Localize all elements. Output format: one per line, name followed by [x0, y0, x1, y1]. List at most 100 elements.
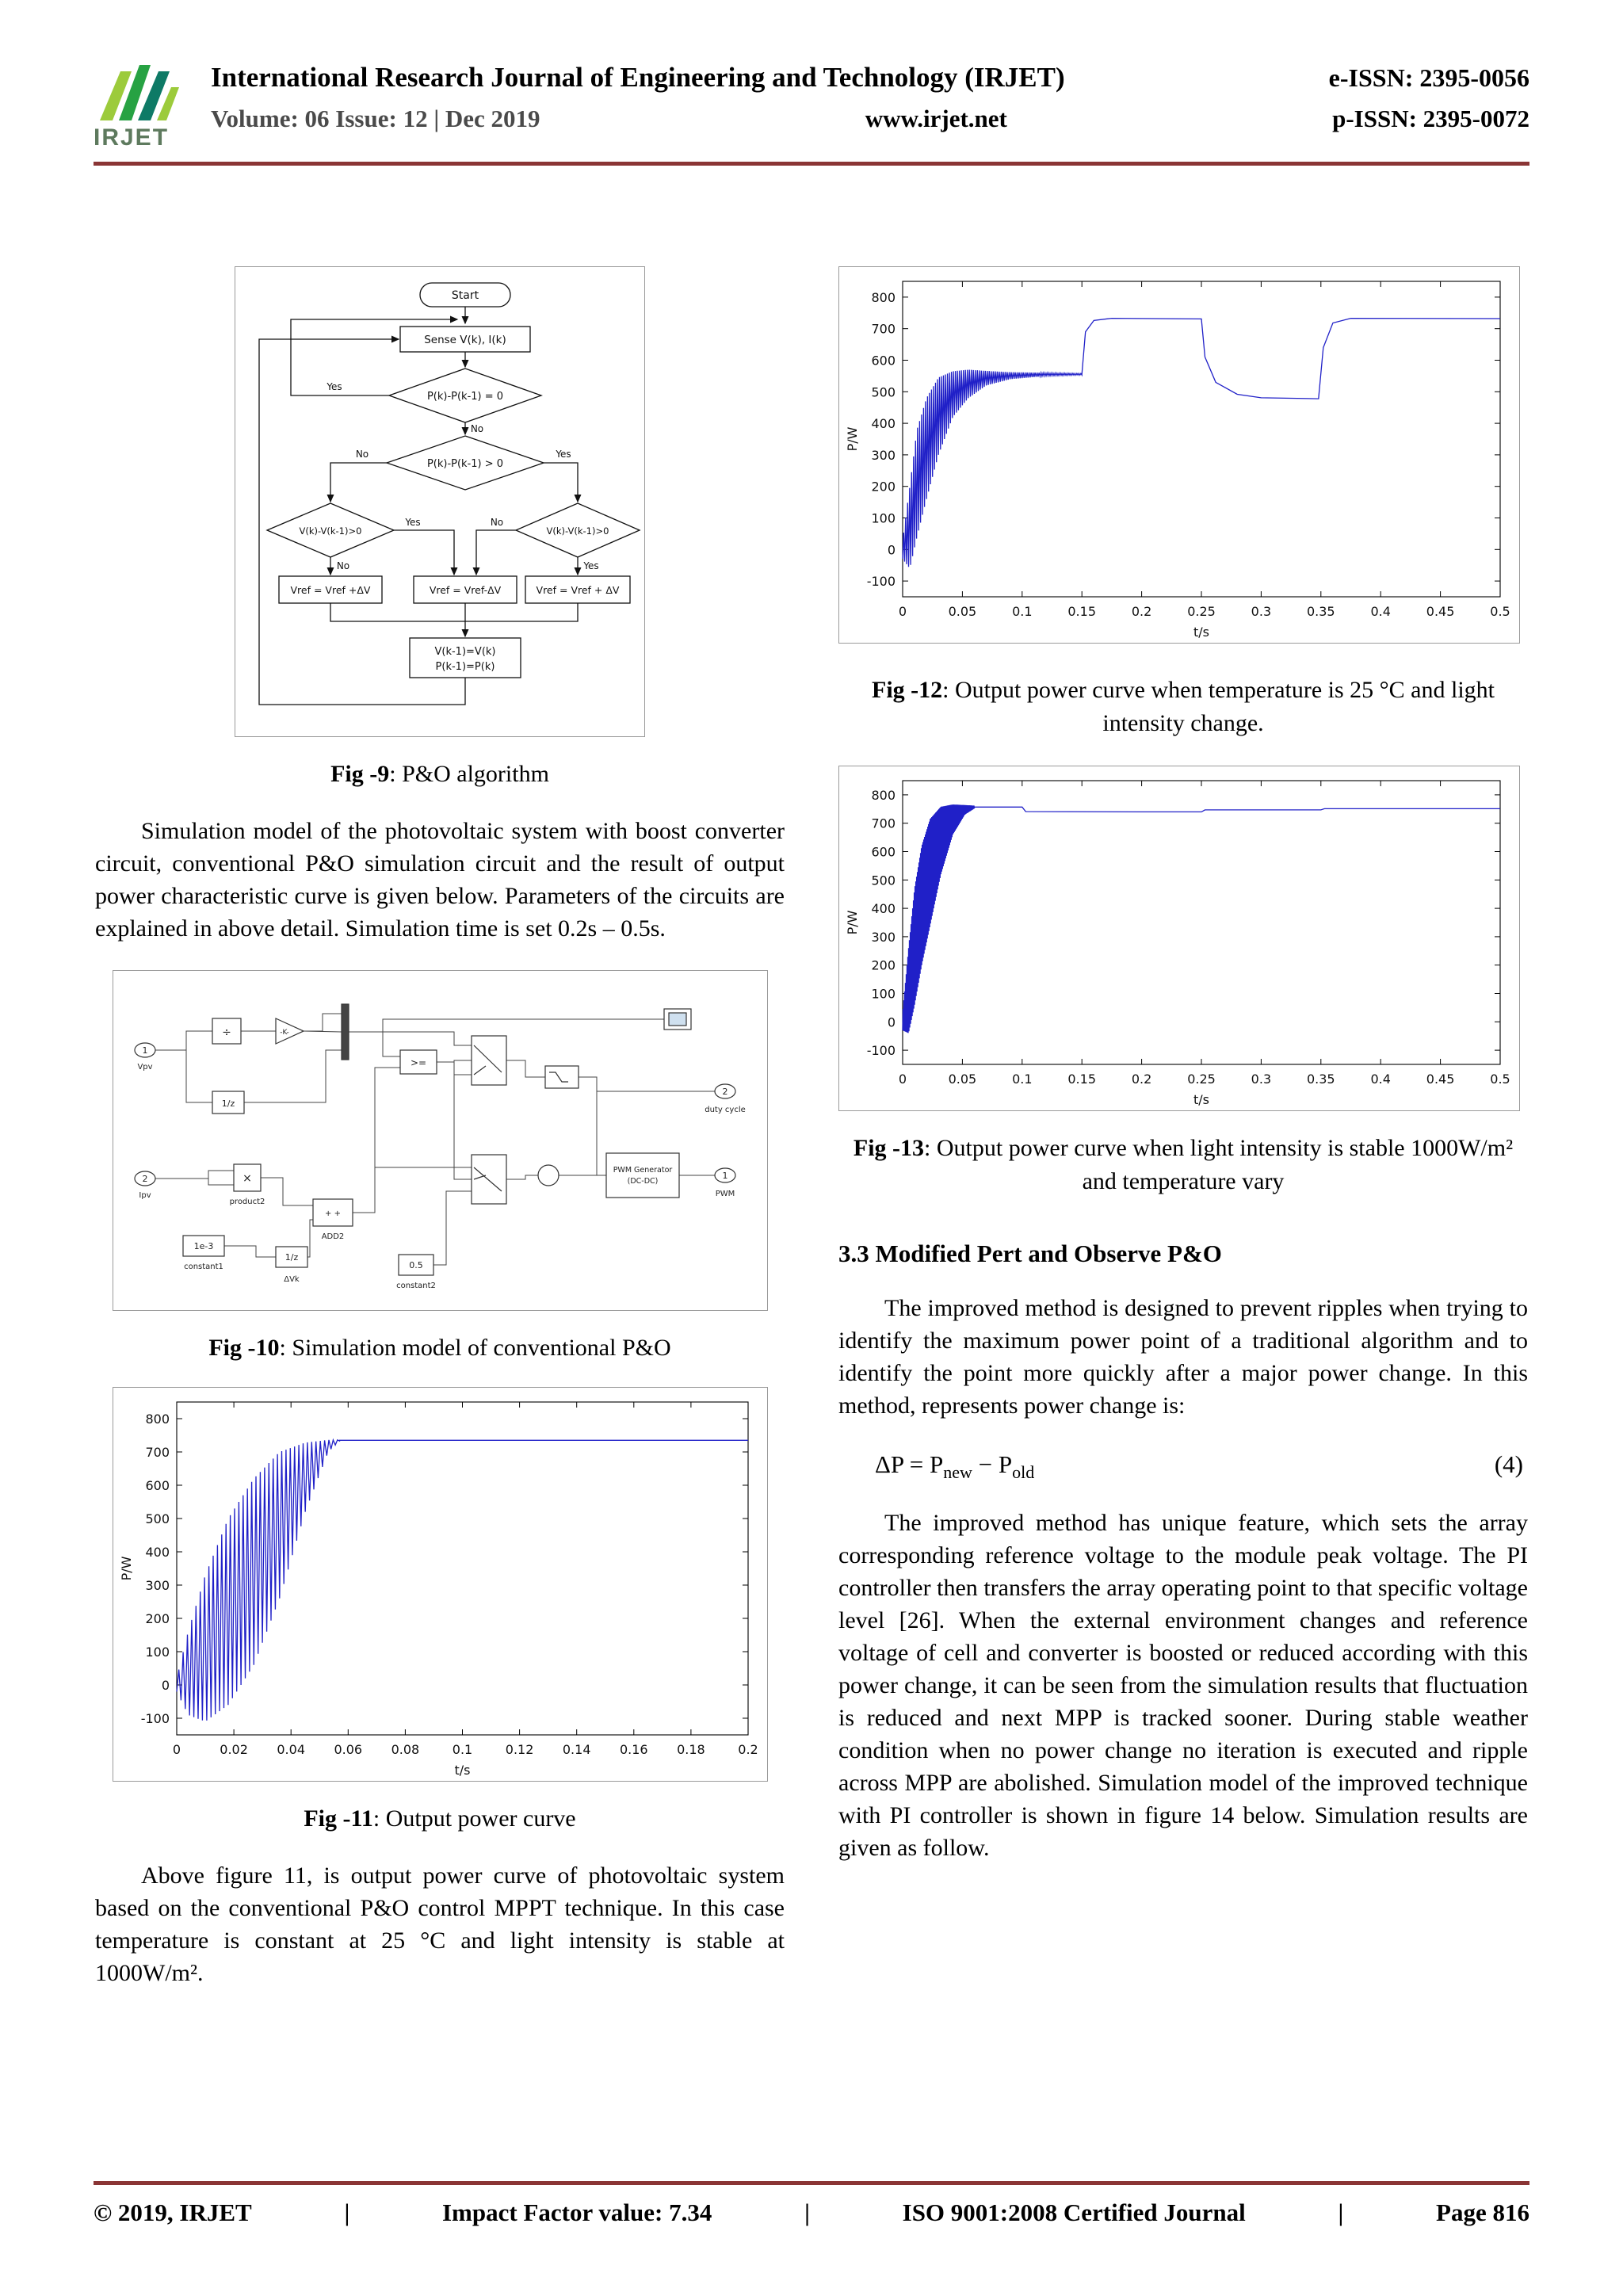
flowchart-update-2: P(k-1)=P(k)	[436, 661, 495, 673]
logo-leaf-icon	[100, 65, 179, 120]
svg-text:0.5: 0.5	[1490, 604, 1510, 619]
flowchart-yes-label: Yes	[555, 449, 571, 460]
sim-constant2-label: constant2	[396, 1282, 436, 1290]
sim-outport2-label: duty cycle	[705, 1106, 746, 1114]
svg-text:-100: -100	[867, 574, 896, 589]
fig11-caption: Fig -11: Output power curve	[95, 1802, 785, 1836]
svg-text:700: 700	[145, 1445, 170, 1460]
footer-separator: |	[1338, 2199, 1344, 2226]
svg-text:0.5: 0.5	[1490, 1072, 1510, 1087]
fig11-output-power-chart: 0 0.02 0.04 0.06 0.08 0.1 0.12 0.14 0.16 0.18 0.2 -…	[119, 1401, 758, 1778]
sim-constant2-value: 0.5	[409, 1260, 423, 1270]
fig13-output-power-chart: 0 0.05 0.1 0.15 0.2 0.25 0.3 0.35 0.4 0.45 0.5 -100…	[845, 780, 1510, 1107]
flowchart-cond-greater: P(k)-P(k-1) > 0	[427, 458, 503, 470]
equation-subscript: new	[943, 1462, 972, 1483]
figure-13: 0 0.05 0.1 0.15 0.2 0.25 0.3 0.35 0.4 0.45 0.5 -100…	[838, 766, 1520, 1111]
svg-text:0.04: 0.04	[277, 1742, 305, 1757]
equation-number: (4)	[1494, 1450, 1523, 1478]
equation-subscript: old	[1012, 1462, 1035, 1483]
sim-pwm-generator-line2: (DC-DC)	[627, 1177, 658, 1186]
svg-text:300: 300	[871, 448, 896, 463]
svg-text:0: 0	[899, 604, 907, 619]
volume-issue-label: Volume: 06 Issue: 12 | Dec 2019	[211, 105, 540, 132]
flowchart-figure: Start Sense V(k), I(k) P(k)-P(k-1) = 0 P…	[258, 282, 641, 705]
sim-gain-block: -K-	[280, 1029, 288, 1037]
website-link[interactable]: www.irjet.net	[865, 105, 1007, 132]
caption-text: : P&O algorithm	[389, 761, 549, 787]
svg-text:0.2: 0.2	[1132, 604, 1151, 619]
svg-text:800: 800	[145, 1412, 170, 1427]
svg-text:P/W: P/W	[845, 910, 860, 934]
svg-text:300: 300	[871, 930, 896, 945]
logo-text: IRJET	[94, 124, 170, 151]
svg-text:400: 400	[871, 416, 896, 431]
page-number: Page 816	[1436, 2199, 1529, 2226]
flowchart-sense: Sense V(k), I(k)	[424, 334, 506, 346]
svg-text:0.25: 0.25	[1187, 604, 1216, 619]
flowchart-cond-right: V(k)-V(k-1)>0	[547, 525, 609, 537]
figure-9: Start Sense V(k), I(k) P(k)-P(k-1) = 0 P…	[235, 266, 645, 737]
pissn-label: p-ISSN: 2395-0072	[1332, 105, 1529, 132]
svg-text:0.4: 0.4	[1370, 1072, 1390, 1087]
flowchart-box-right: Vref = Vref + ΔV	[537, 584, 620, 596]
svg-text:500: 500	[871, 873, 896, 888]
fig9-caption: Fig -9: P&O algorithm	[95, 758, 785, 791]
svg-text:0.18: 0.18	[677, 1742, 705, 1757]
sim-outport1: 1	[722, 1171, 727, 1181]
caption-text: : Output power curve	[372, 1805, 576, 1832]
svg-text:100: 100	[145, 1645, 170, 1660]
svg-text:0.14: 0.14	[562, 1742, 590, 1757]
svg-text:200: 200	[145, 1611, 170, 1626]
flowchart-cond-left: V(k)-V(k-1)>0	[300, 525, 362, 537]
iso-certification-label: ISO 9001:2008 Certified Journal	[902, 2199, 1246, 2226]
svg-text:400: 400	[871, 901, 896, 916]
simulink-model-figure: 1 Vpv 2 Ipv ÷ -K- 1/z × product2 + + ADD…	[133, 1003, 746, 1290]
svg-text:P/W: P/W	[845, 426, 860, 451]
flowchart-yes-label: Yes	[404, 517, 420, 528]
svg-text:0.35: 0.35	[1307, 1072, 1335, 1087]
svg-text:t/s: t/s	[1193, 625, 1209, 640]
svg-text:0.16: 0.16	[619, 1742, 647, 1757]
copyright-label: © 2019, IRJET	[94, 2199, 252, 2226]
fig12-output-power-chart: 0 0.05 0.1 0.15 0.2 0.25 0.3 0.35 0.4 0.45 0.5 -100…	[845, 281, 1510, 640]
svg-text:600: 600	[871, 845, 896, 860]
left-column: Start Sense V(k), I(k) P(k)-P(k-1) = 0 P…	[95, 266, 785, 1989]
footer-rule	[94, 2181, 1529, 2185]
svg-text:0.1: 0.1	[452, 1742, 472, 1757]
figure-11: 0 0.02 0.04 0.06 0.08 0.1 0.12 0.14 0.16 0.18 0.2 -…	[112, 1387, 768, 1782]
flowchart-box-mid: Vref = Vref-ΔV	[430, 584, 502, 596]
flowchart-box-left: Vref = Vref +ΔV	[291, 584, 371, 596]
svg-text:0: 0	[899, 1072, 907, 1087]
svg-text:800: 800	[871, 788, 896, 803]
paragraph: The improved method is designed to preve…	[838, 1295, 1528, 1419]
page-footer: © 2019, IRJET | Impact Factor value: 7.3…	[94, 2199, 1529, 2227]
svg-text:0: 0	[888, 542, 896, 557]
svg-text:500: 500	[871, 384, 896, 399]
svg-text:-100: -100	[867, 1043, 896, 1058]
sim-product-block: ×	[242, 1172, 252, 1185]
sim-delay-block: 1/z	[221, 1098, 235, 1109]
fig10-caption: Fig -10: Simulation model of conventiona…	[95, 1331, 785, 1365]
svg-text:0.3: 0.3	[1251, 1072, 1271, 1087]
sim-inport1-label: Vpv	[137, 1063, 152, 1072]
flowchart-update-1: V(k-1)=V(k)	[435, 646, 496, 658]
footer-separator: |	[804, 2199, 810, 2226]
svg-text:600: 600	[145, 1478, 170, 1493]
fig12-caption: Fig -12: Output power curve when tempera…	[838, 674, 1528, 740]
svg-text:0.4: 0.4	[1370, 604, 1390, 619]
sim-inport2-label: Ipv	[139, 1191, 151, 1200]
svg-text:600: 600	[871, 353, 896, 369]
svg-text:200: 200	[871, 958, 896, 973]
svg-text:0.12: 0.12	[505, 1742, 533, 1757]
flowchart-no-label: No	[471, 423, 483, 434]
sim-divide-block: ÷	[222, 1026, 231, 1039]
footer-separator: |	[344, 2199, 350, 2226]
equation-body: ΔP = Pnew − Pold	[875, 1450, 1034, 1483]
svg-text:0.1: 0.1	[1012, 1072, 1032, 1087]
svg-text:0.02: 0.02	[220, 1742, 248, 1757]
figure-10: 1 Vpv 2 Ipv ÷ -K- 1/z × product2 + + ADD…	[112, 970, 768, 1311]
right-column: 0 0.05 0.1 0.15 0.2 0.25 0.3 0.35 0.4 0.45 0.5 -100…	[838, 266, 1528, 1989]
sim-pwm-generator-line1: PWM Generator	[613, 1166, 672, 1175]
svg-text:0: 0	[161, 1678, 169, 1693]
